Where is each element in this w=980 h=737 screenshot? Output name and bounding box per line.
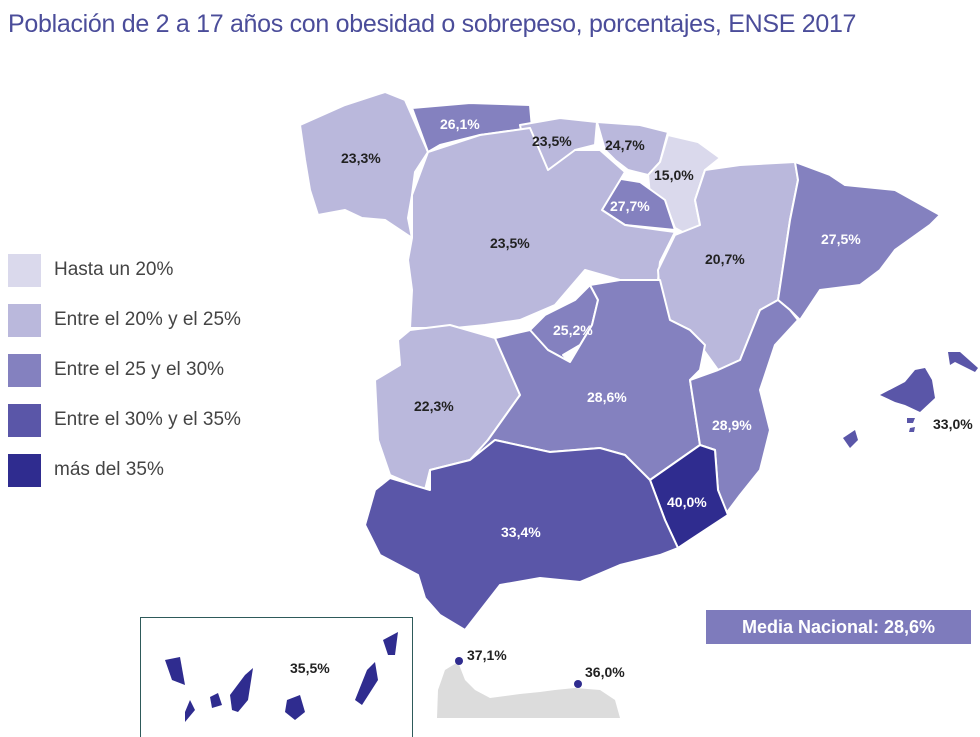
label-aragon: 20,7%	[705, 251, 745, 267]
label-galicia: 23,3%	[341, 150, 381, 166]
label-extremadura: 22,3%	[414, 398, 454, 414]
canarias-inset-frame	[140, 617, 413, 737]
legend-swatch	[8, 403, 41, 437]
label-baleares: 33,0%	[933, 416, 973, 432]
legend-label: Entre el 25 y el 30%	[54, 359, 225, 380]
region-castilla-leon[interactable]	[407, 127, 676, 329]
label-cantabria: 23,5%	[532, 133, 572, 149]
legend-swatch	[8, 303, 41, 337]
legend-label: Hasta un 20%	[54, 259, 174, 280]
legend: Hasta un 20% Entre el 20% y el 25% Entre…	[8, 245, 241, 495]
north-africa-coast	[437, 662, 620, 718]
ceuta-marker	[455, 657, 463, 665]
legend-item-2: Entre el 25 y el 30%	[8, 345, 241, 395]
label-andalucia: 33,4%	[501, 524, 541, 540]
label-castilla-leon: 23,5%	[490, 235, 530, 251]
label-murcia: 40,0%	[667, 494, 707, 510]
label-la-rioja: 27,7%	[610, 198, 650, 214]
label-navarra: 15,0%	[654, 167, 694, 183]
label-asturias: 26,1%	[440, 116, 480, 132]
label-melilla: 36,0%	[585, 664, 625, 680]
region-valencia[interactable]	[689, 299, 799, 516]
label-cataluna: 27,5%	[821, 231, 861, 247]
label-castilla-la-mancha: 28,6%	[587, 389, 627, 405]
label-pais-vasco: 24,7%	[605, 137, 645, 153]
region-baleares[interactable]	[843, 352, 978, 448]
label-madrid: 25,2%	[553, 322, 593, 338]
region-andalucia[interactable]	[364, 439, 679, 631]
label-valencia: 28,9%	[712, 417, 752, 433]
legend-item-1: Entre el 20% y el 25%	[8, 295, 241, 345]
legend-swatch	[8, 353, 41, 387]
legend-swatch	[8, 253, 41, 287]
legend-label: Entre el 30% y el 35%	[54, 409, 241, 430]
legend-item-3: Entre el 30% y el 35%	[8, 395, 241, 445]
region-galicia[interactable]	[299, 91, 429, 239]
region-cataluna[interactable]	[777, 161, 941, 321]
national-mean-badge: Media Nacional: 28,6%	[706, 610, 971, 644]
legend-label: más del 35%	[54, 459, 164, 480]
legend-label: Entre el 20% y el 25%	[54, 309, 241, 330]
legend-item-0: Hasta un 20%	[8, 245, 241, 295]
label-canarias: 35,5%	[290, 660, 330, 676]
legend-item-4: más del 35%	[8, 445, 241, 495]
melilla-marker	[574, 680, 582, 688]
map-title: Población de 2 a 17 años con obesidad o …	[8, 10, 857, 38]
legend-swatch	[8, 453, 41, 487]
region-canarias[interactable]	[165, 632, 398, 722]
label-ceuta: 37,1%	[467, 647, 507, 663]
